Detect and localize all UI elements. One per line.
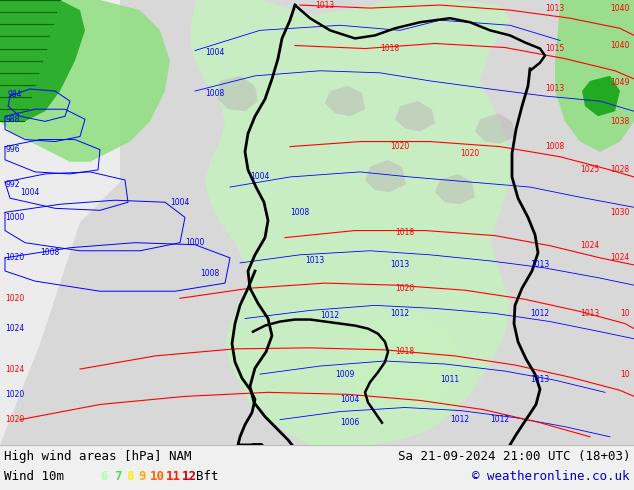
- Polygon shape: [0, 0, 120, 445]
- Text: 1000: 1000: [185, 238, 204, 247]
- Text: 1004: 1004: [170, 198, 190, 207]
- Text: 6: 6: [100, 470, 108, 484]
- Text: 9: 9: [138, 470, 145, 484]
- Text: 1004: 1004: [20, 188, 39, 196]
- Text: 1013: 1013: [306, 256, 325, 266]
- Text: 12: 12: [182, 470, 197, 484]
- Text: Sa 21-09-2024 21:00 UTC (18+03): Sa 21-09-2024 21:00 UTC (18+03): [398, 450, 630, 464]
- Text: 1013: 1013: [580, 309, 599, 318]
- Text: 1020: 1020: [5, 415, 24, 424]
- Text: 1040: 1040: [610, 41, 630, 50]
- Text: 1040: 1040: [610, 3, 630, 13]
- Text: 1020: 1020: [5, 390, 24, 399]
- Polygon shape: [365, 160, 406, 192]
- Text: 984: 984: [8, 90, 22, 98]
- Text: 1012: 1012: [450, 415, 470, 424]
- Text: 1013: 1013: [545, 3, 564, 13]
- Text: 1038: 1038: [610, 117, 630, 126]
- Text: 1004: 1004: [250, 172, 269, 181]
- Text: High wind areas [hPa] NAM: High wind areas [hPa] NAM: [4, 450, 191, 464]
- Text: © weatheronline.co.uk: © weatheronline.co.uk: [472, 470, 630, 484]
- Text: 1018: 1018: [395, 347, 414, 356]
- Text: 988: 988: [5, 115, 20, 124]
- Text: 8: 8: [126, 470, 134, 484]
- Text: 1049: 1049: [610, 78, 630, 87]
- Text: 1020: 1020: [395, 284, 414, 293]
- Text: 1015: 1015: [545, 44, 564, 53]
- Text: 1004: 1004: [205, 48, 224, 57]
- Text: 1020: 1020: [5, 294, 24, 303]
- Text: 1018: 1018: [395, 228, 414, 237]
- Text: 1024: 1024: [610, 253, 630, 262]
- Text: 1008: 1008: [545, 142, 564, 151]
- Text: 1020: 1020: [460, 149, 479, 158]
- Text: 10: 10: [620, 369, 630, 379]
- Text: 1009: 1009: [335, 369, 354, 379]
- Text: 1011: 1011: [441, 375, 460, 384]
- Text: Wind 10m: Wind 10m: [4, 470, 64, 484]
- Text: 1012: 1012: [320, 311, 340, 320]
- Polygon shape: [325, 86, 365, 116]
- Text: 1000: 1000: [5, 213, 24, 222]
- Text: 1004: 1004: [340, 395, 359, 404]
- Text: 1013: 1013: [315, 0, 334, 10]
- Polygon shape: [582, 76, 620, 116]
- Polygon shape: [190, 0, 510, 445]
- Text: 1024: 1024: [5, 324, 24, 333]
- Polygon shape: [475, 113, 515, 144]
- Text: 1030: 1030: [610, 208, 630, 217]
- Text: 1013: 1013: [545, 84, 564, 94]
- Text: 1012: 1012: [391, 309, 410, 318]
- Text: 1024: 1024: [5, 365, 24, 373]
- Polygon shape: [555, 0, 634, 152]
- Text: 1020: 1020: [5, 253, 24, 262]
- Polygon shape: [218, 76, 258, 111]
- Text: 1025: 1025: [580, 166, 599, 174]
- Text: 996: 996: [5, 145, 20, 154]
- Text: 1008: 1008: [40, 248, 59, 257]
- Text: 7: 7: [114, 470, 122, 484]
- Text: Bft: Bft: [196, 470, 219, 484]
- Text: 1013: 1013: [531, 375, 550, 384]
- Text: 1013: 1013: [391, 260, 410, 270]
- Polygon shape: [0, 0, 85, 122]
- Text: 1012: 1012: [531, 309, 550, 318]
- Polygon shape: [435, 174, 475, 204]
- Text: 1028: 1028: [610, 166, 629, 174]
- Text: 992: 992: [5, 179, 20, 189]
- Text: 1024: 1024: [580, 241, 599, 250]
- Text: 1008: 1008: [290, 208, 309, 217]
- Text: 11: 11: [166, 470, 181, 484]
- Polygon shape: [395, 101, 435, 131]
- Text: 1008: 1008: [200, 269, 219, 277]
- Text: 1013: 1013: [531, 260, 550, 270]
- Polygon shape: [0, 0, 170, 162]
- Text: 1006: 1006: [340, 418, 359, 427]
- Text: 1018: 1018: [380, 44, 399, 53]
- Text: 10: 10: [150, 470, 165, 484]
- Text: 1012: 1012: [491, 415, 510, 424]
- Polygon shape: [350, 314, 460, 413]
- Text: 1008: 1008: [205, 89, 224, 98]
- Text: 10: 10: [620, 309, 630, 318]
- Text: 1020: 1020: [390, 142, 410, 151]
